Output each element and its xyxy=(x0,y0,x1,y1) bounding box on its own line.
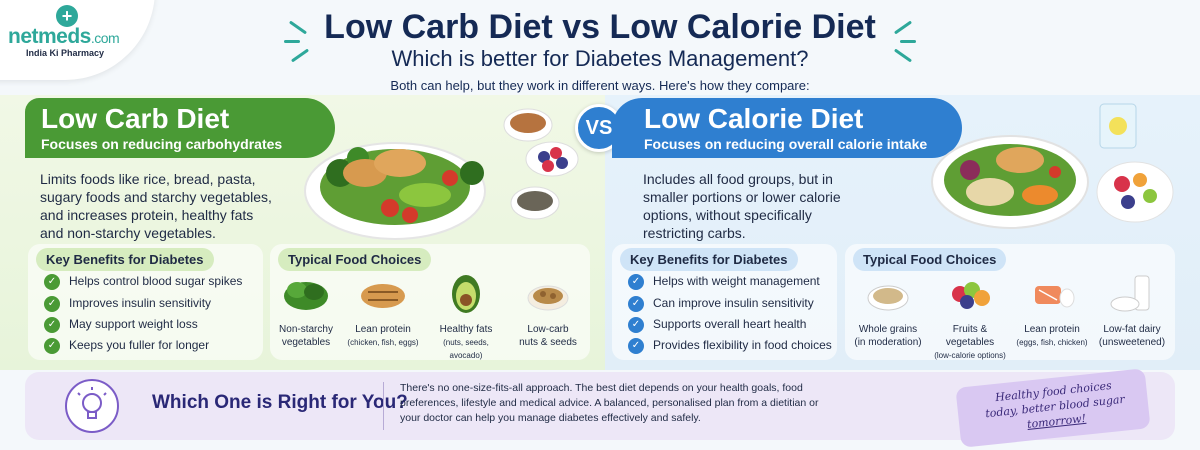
low-carb-title: Low Carb Diet xyxy=(41,103,230,134)
food-item: Fruits & vegetables (low-calorie options) xyxy=(930,272,1010,362)
divider xyxy=(383,382,384,430)
check-icon: ✓ xyxy=(628,274,644,290)
food-item: Low-fat dairy (unsweetened) xyxy=(1092,272,1172,349)
low-carb-banner: Low Carb Diet Focuses on reducing carboh… xyxy=(25,98,335,158)
check-icon: ✓ xyxy=(44,296,60,312)
check-icon: ✓ xyxy=(44,274,60,290)
greens-icon xyxy=(284,282,328,310)
food-item: Lean protein (chicken, fish, eggs) xyxy=(343,272,423,349)
chicken-icon xyxy=(361,284,405,308)
intro-text: Both can help, but they work in differen… xyxy=(390,78,810,93)
benefit-item: ✓ Supports overall heart health xyxy=(628,317,806,333)
low-carb-description: Limits foods like rice, bread, pasta, su… xyxy=(40,171,272,241)
grains-icon xyxy=(867,285,909,311)
check-icon: ✓ xyxy=(628,317,644,333)
food-item: Non-starchy vegetables xyxy=(266,272,346,349)
low-carb-subtitle: Focuses on reducing carbohydrates xyxy=(41,136,283,152)
dairy-icon xyxy=(1110,275,1150,312)
benefit-item: ✓ Helps with weight management xyxy=(628,274,820,290)
low-carb-plate-icon xyxy=(304,108,579,240)
low-calorie-banner: Low Calorie Diet Focuses on reducing ove… xyxy=(612,98,962,158)
nuts-icon xyxy=(527,285,569,311)
benefit-item: ✓ Provides flexibility in food choices xyxy=(628,338,832,354)
page-title: Low Carb Diet vs Low Calorie Diet xyxy=(324,8,876,46)
brand-logo: netmeds.com xyxy=(8,25,120,48)
sparkle-icon xyxy=(284,40,300,43)
salmon-icon xyxy=(1035,286,1075,308)
plus-icon: + xyxy=(56,5,78,27)
low-calorie-plate-icon xyxy=(931,103,1174,229)
page-subtitle: Which is better for Diabetes Management? xyxy=(391,46,809,71)
food-item: Healthy fats (nuts, seeds, avocado) xyxy=(426,272,506,362)
benefit-item: ✓ Can improve insulin sensitivity xyxy=(628,296,814,312)
low-calorie-subtitle: Focuses on reducing overall calorie inta… xyxy=(644,136,928,152)
sparkle-icon xyxy=(900,40,916,43)
brand-tagline: India Ki Pharmacy xyxy=(26,48,105,58)
check-icon: ✓ xyxy=(628,338,644,354)
low-calorie-benefits-title: Key Benefits for Diabetes xyxy=(620,248,798,271)
benefit-item: ✓ Helps control blood sugar spikes xyxy=(44,274,242,290)
check-icon: ✓ xyxy=(44,317,60,333)
low-calorie-description: Includes all food groups, but in smaller… xyxy=(643,171,841,241)
benefit-item: ✓ Improves insulin sensitivity xyxy=(44,296,211,312)
bottom-text: There's no one-size-fits-all approach. T… xyxy=(400,382,819,424)
check-icon: ✓ xyxy=(44,338,60,354)
fruit-veg-icon xyxy=(952,282,990,309)
low-calorie-foods-title: Typical Food Choices xyxy=(853,248,1007,271)
low-carb-foods-title: Typical Food Choices xyxy=(278,248,432,271)
food-item: Whole grains (in moderation) xyxy=(848,272,928,349)
avocado-icon xyxy=(452,275,480,313)
bottom-question: Which One is Right for You? xyxy=(152,392,408,413)
low-carb-benefits-title: Key Benefits for Diabetes xyxy=(36,248,214,271)
benefit-item: ✓ Keeps you fuller for longer xyxy=(44,338,209,354)
lightbulb-icon xyxy=(65,379,119,433)
benefit-item: ✓ May support weight loss xyxy=(44,317,198,333)
food-item: Low-carb nuts & seeds xyxy=(508,272,588,349)
food-item: Lean protein (eggs, fish, chicken) xyxy=(1012,272,1092,349)
check-icon: ✓ xyxy=(628,296,644,312)
low-calorie-title: Low Calorie Diet xyxy=(644,103,864,134)
